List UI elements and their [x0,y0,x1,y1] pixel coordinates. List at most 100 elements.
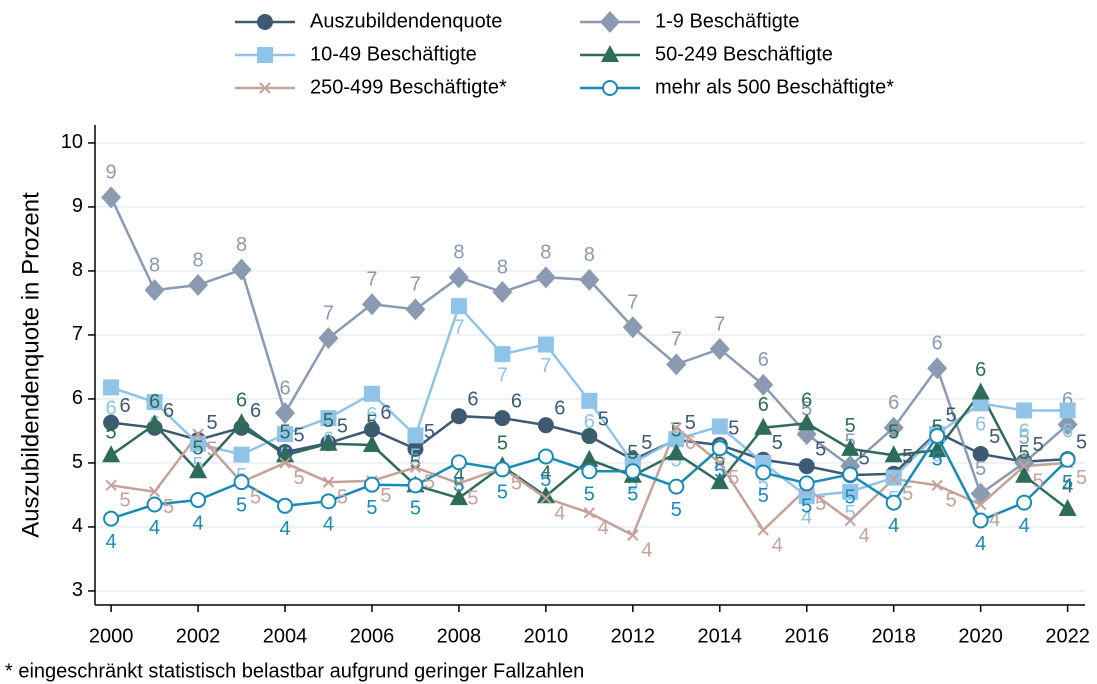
data-label: 5 [975,458,986,480]
data-label: 5 [192,438,203,460]
data-point [1057,413,1078,436]
data-label: 4 [323,514,334,536]
data-label: 5 [902,483,913,505]
data-label: 6 [120,395,131,417]
data-point [450,454,467,471]
data-point [972,512,989,529]
legend-marker [602,80,618,96]
data-label: 5 [1019,427,1030,449]
data-label: 5 [932,416,943,438]
data-point [448,266,469,289]
data-point [971,382,990,400]
data-point [579,268,600,291]
data-label: 6 [932,332,943,354]
data-label: 5 [250,486,261,508]
data-point [714,457,726,469]
y-tick-label: 7 [72,323,83,345]
data-point [277,497,293,514]
data-label: 4 [1062,475,1073,497]
data-label: 5 [845,415,856,437]
data-label: 5 [728,467,739,489]
data-label: 5 [206,438,217,460]
legend-label: mehr als 500 Beschäftigte* [655,76,894,98]
data-point [927,357,948,380]
data-label: 5 [845,487,856,509]
data-point [1014,451,1035,474]
x-tick-label: 2022 [1045,625,1090,647]
data-point [450,298,467,315]
data-point [409,461,422,474]
data-label: 6 [758,349,769,371]
data-label: 5 [902,446,913,468]
data-label: 8 [192,249,203,271]
data-label: 5 [453,475,464,497]
data-label: 5 [106,422,117,444]
x-tick-label: 2004 [263,625,308,647]
x-tick-label: 2014 [698,625,743,647]
data-point [537,448,554,465]
x-tick-label: 2006 [350,625,395,647]
data-point [233,474,250,491]
data-label: 6 [236,390,247,412]
legend-marker [257,47,273,63]
data-point [449,488,468,506]
data-point [622,316,643,339]
y-tick-label: 5 [72,451,83,473]
data-label: 8 [540,242,551,264]
data-label: 5 [1019,442,1030,464]
data-label: 5 [598,408,609,430]
data-label: 5 [627,473,638,495]
data-point [103,379,120,396]
data-point [144,279,165,302]
data-point [757,524,769,536]
data-point [711,440,728,457]
data-label: 6 [467,388,478,410]
data-label: 5 [380,485,391,507]
data-point [190,435,207,452]
data-point [1058,499,1077,516]
data-label: 7 [497,364,508,386]
y-tick-label: 4 [72,515,83,537]
data-label: 5 [815,438,826,460]
data-label: 6 [1062,389,1073,411]
data-label: 5 [1033,470,1044,492]
data-point [581,463,598,480]
data-point [231,258,252,281]
data-point [407,440,424,457]
data-label: 4 [975,533,986,555]
data-label: 5 [279,422,290,444]
data-point [492,281,513,304]
data-label: 6 [250,400,261,422]
data-point [928,440,947,458]
data-point [540,492,552,504]
data-point [887,473,900,485]
data-point [668,478,685,495]
data-label: 5 [293,467,304,489]
data-label: 4 [772,534,783,556]
data-point [797,413,816,431]
data-label: 4 [279,518,290,540]
data-point [494,461,511,478]
data-label: 8 [584,244,595,266]
data-label: 5 [845,502,856,524]
data-label: 6 [685,432,696,454]
data-label: 5 [627,442,638,464]
data-point [1059,402,1076,419]
data-label: 4 [106,531,117,553]
data-label: 5 [323,410,334,432]
data-point [666,353,687,376]
data-label: 5 [410,452,421,474]
data-label: 5 [758,473,769,495]
data-label: 5 [801,496,812,518]
data-label: 5 [946,490,957,512]
data-label: 6 [279,377,290,399]
data-point [581,392,598,409]
legend-marker [259,82,271,94]
data-label: 5 [540,469,551,491]
data-point [842,483,859,500]
data-label: 5 [410,498,421,520]
legend-marker [600,11,620,33]
data-point [363,421,380,438]
data-label: 5 [627,484,638,506]
